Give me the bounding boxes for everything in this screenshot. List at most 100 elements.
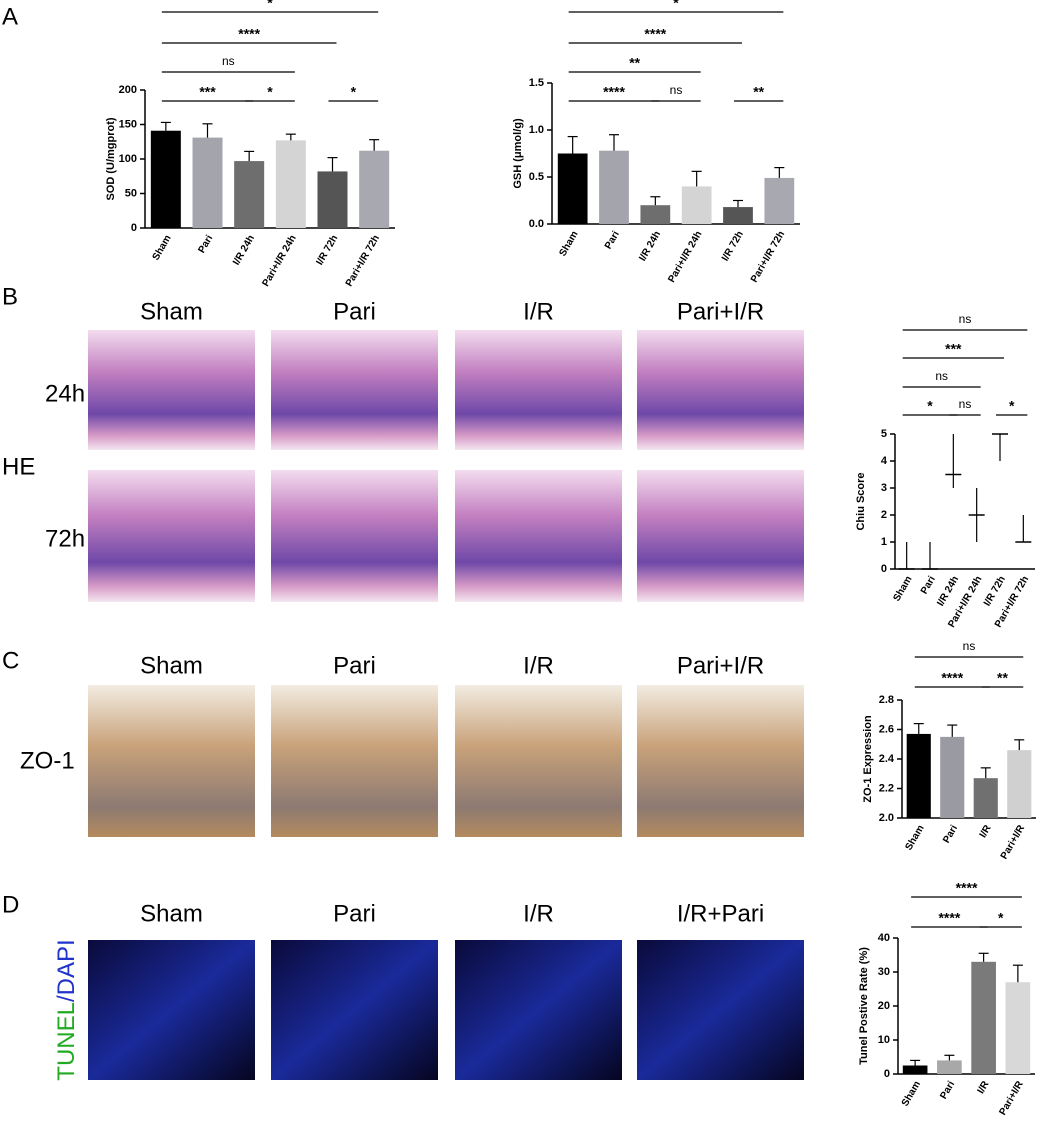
column-header: Pari	[333, 298, 376, 325]
x-tick-label: Sham	[903, 823, 926, 852]
bar	[359, 150, 390, 228]
x-tick-label: Pari+I/R 24h	[260, 233, 298, 288]
significance: ns	[959, 312, 972, 326]
bar	[640, 205, 671, 224]
y-tick-label: 3	[881, 482, 887, 494]
y-tick-label: 200	[119, 84, 137, 96]
significance: *	[927, 398, 933, 414]
y-tick-label: 2.2	[879, 782, 894, 794]
y-tick-label: 0	[884, 1068, 890, 1080]
bar	[150, 130, 181, 228]
y-tick-label: 0.0	[529, 218, 544, 230]
x-tick-label: I/R	[976, 1079, 992, 1096]
bar	[317, 171, 348, 228]
significance: ns	[935, 369, 948, 383]
micrograph	[637, 685, 804, 837]
y-axis-label: SOD (U/mgprot)	[105, 117, 117, 200]
significance: ****	[956, 880, 978, 896]
micrograph	[637, 470, 804, 602]
micrograph	[455, 470, 622, 602]
y-tick-label: 0	[881, 563, 887, 575]
y-tick-label: 10	[878, 1034, 890, 1046]
micrograph	[271, 330, 438, 450]
significance: **	[997, 670, 1008, 686]
significance: ****	[941, 670, 963, 686]
significance: *	[267, 0, 273, 11]
bar	[971, 961, 996, 1074]
y-tick-label: 1	[881, 536, 887, 548]
stain-label: ZO-1	[20, 747, 75, 774]
micrograph	[88, 685, 255, 837]
stain-label: TUNEL/DAPI	[53, 939, 80, 1080]
y-axis-label: ZO-1 Expression	[862, 715, 874, 803]
y-tick-label: 30	[878, 966, 890, 978]
column-header: Sham	[140, 298, 203, 325]
significance: *	[673, 0, 679, 11]
significance: ****	[603, 84, 625, 100]
panel-letter: C	[2, 647, 19, 674]
significance: ****	[644, 26, 666, 42]
stain-dapi: /DAPI	[53, 939, 80, 1002]
y-tick-label: 0	[131, 222, 137, 234]
bar	[902, 1065, 928, 1074]
x-tick-label: Sham	[557, 229, 580, 258]
significance: **	[753, 84, 764, 100]
column-header: Pari+I/R	[677, 652, 764, 679]
x-tick-label: Sham	[900, 1079, 923, 1108]
x-tick-label: I/R 24h	[637, 229, 663, 263]
column-header: Pari	[333, 900, 376, 927]
bar	[906, 733, 931, 818]
x-tick-label: Pari+I/R	[999, 823, 1028, 862]
y-tick-label: 4	[881, 455, 888, 467]
bar	[940, 736, 965, 818]
column-header: Pari	[333, 652, 376, 679]
y-tick-label: 2.6	[879, 723, 894, 735]
micrograph	[271, 685, 438, 837]
x-tick-label: Pari+I/R	[997, 1079, 1026, 1117]
significance: **	[629, 55, 640, 71]
micrograph	[455, 330, 622, 450]
panel-letter: A	[2, 3, 18, 30]
bar	[1005, 982, 1031, 1074]
bar	[192, 137, 223, 228]
micrograph	[637, 330, 804, 450]
y-axis-label: Tunel Postive Rate (%)	[858, 947, 870, 1065]
column-header: I/R	[523, 900, 554, 927]
bar	[1007, 750, 1032, 818]
micrograph	[455, 940, 622, 1080]
micrograph	[637, 940, 804, 1080]
column-header: Sham	[140, 652, 203, 679]
y-tick-label: 0.5	[529, 171, 544, 183]
column-header: Sham	[140, 900, 203, 927]
significance: ****	[238, 26, 260, 42]
y-axis-label: Chiu Score	[855, 472, 867, 530]
y-tick-label: 1.0	[529, 124, 544, 136]
y-tick-label: 5	[881, 428, 887, 440]
significance: ns	[959, 397, 972, 411]
x-tick-label: Pari+I/R 72h	[749, 229, 787, 284]
micrograph	[88, 330, 255, 450]
bar	[764, 177, 795, 224]
significance: ****	[938, 910, 960, 926]
x-tick-label: I/R	[978, 823, 994, 840]
stain-label: HE	[2, 453, 35, 480]
column-header: Pari+I/R	[677, 298, 764, 325]
bar	[973, 778, 998, 818]
micrograph	[271, 470, 438, 602]
y-tick-label: 2	[881, 509, 887, 521]
x-tick-label: Pari+I/R 72h	[344, 233, 382, 288]
x-tick-label: Sham	[151, 233, 174, 262]
column-header: I/R	[523, 652, 554, 679]
y-tick-label: 100	[119, 153, 137, 165]
y-tick-label: 2.4	[879, 753, 895, 765]
y-axis-label: GSH (μmol/g)	[512, 118, 524, 189]
x-tick-label: Pari	[938, 1079, 957, 1101]
significance: ns	[222, 54, 235, 68]
bar	[557, 153, 588, 224]
x-tick-label: Pari+I/R 24h	[666, 229, 704, 284]
panel-letter: B	[2, 283, 18, 310]
x-tick-label: Sham	[891, 574, 914, 603]
bar	[937, 1060, 962, 1074]
